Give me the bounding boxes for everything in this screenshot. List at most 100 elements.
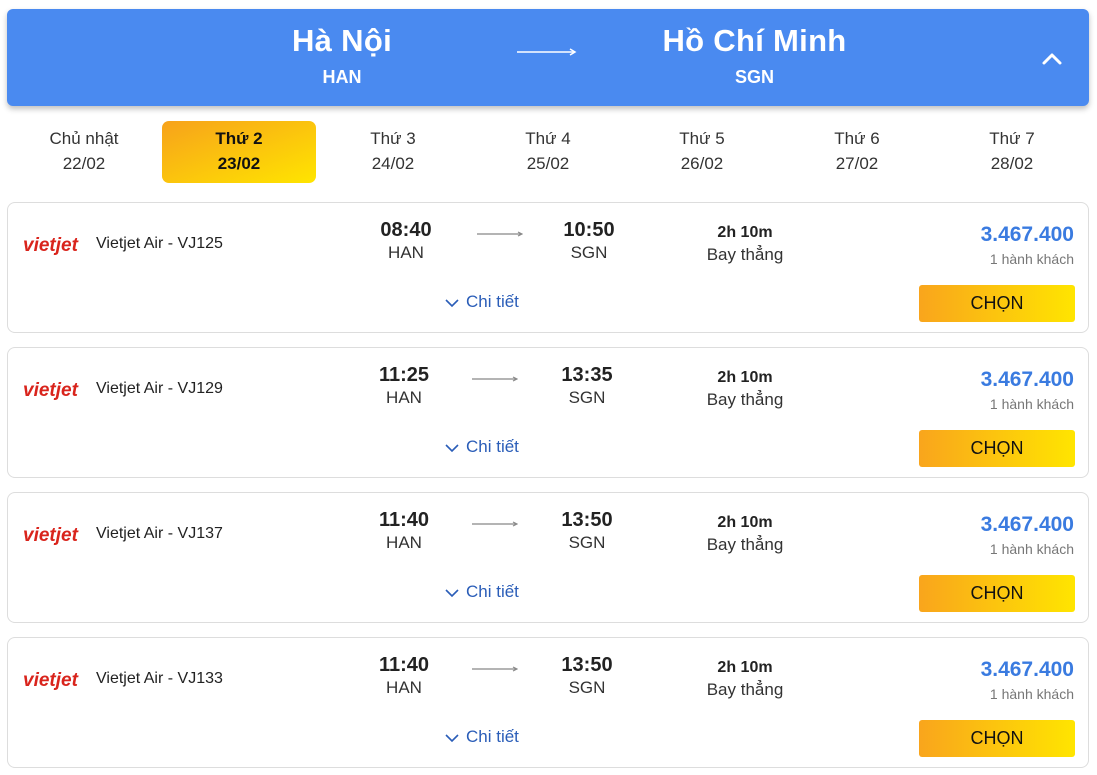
logo-text: vietjet: [23, 525, 79, 546]
logo-text: vietjet: [23, 380, 79, 401]
date-tab-dow: Thứ 6: [834, 129, 880, 148]
date-tab-dow: Thứ 2: [215, 129, 263, 148]
detail-label: Chi tiết: [466, 437, 519, 456]
date-tab-tue[interactable]: Thứ 3 24/02: [316, 121, 470, 183]
date-tab-date: 24/02: [371, 154, 415, 173]
departure-time: 11:40: [378, 509, 430, 531]
chevron-up-icon[interactable]: [1040, 49, 1064, 67]
arrival-code: SGN: [568, 533, 606, 552]
date-tab-fri[interactable]: Thứ 6 27/02: [780, 121, 934, 183]
logo-text: vietjet: [23, 670, 79, 691]
date-tab-wed[interactable]: Thứ 4 25/02: [471, 121, 625, 183]
date-tab-dow: Chủ nhật: [49, 129, 119, 148]
detail-link[interactable]: Chi tiết: [444, 727, 519, 749]
departure-code: HAN: [388, 243, 424, 262]
date-tab-date: 23/02: [217, 154, 261, 173]
date-tab-date: 26/02: [680, 154, 724, 173]
vietjet-logo: vietjet: [23, 235, 79, 256]
price: 3.467.400: [980, 513, 1074, 536]
destination-city: Hồ Chí Minh: [662, 23, 847, 58]
duration-text: 2h 10m: [717, 659, 773, 676]
airline-name: Vietjet Air - VJ125: [96, 235, 223, 252]
chevron-down-icon: [445, 733, 459, 742]
flight-card: vietjet Vietjet Air - VJ137 11:40 HAN 13…: [7, 492, 1089, 623]
detail-label: Chi tiết: [466, 582, 519, 601]
duration-text: 2h 10m: [717, 224, 773, 241]
vietjet-logo: vietjet: [23, 380, 79, 401]
route-header: Hà Nội HAN Hồ Chí Minh SGN: [7, 9, 1089, 106]
arrival-time: 13:50: [561, 654, 613, 676]
arrival-code: SGN: [570, 243, 608, 262]
duration: 2h 10m Bay thẳng: [670, 658, 820, 701]
select-button[interactable]: CHỌN: [919, 430, 1075, 467]
duration-text: 2h 10m: [717, 514, 773, 531]
departure-time: 11:40: [378, 654, 430, 676]
date-tab-sun[interactable]: Chủ nhật 22/02: [7, 121, 161, 183]
logo-text: vietjet: [23, 235, 79, 256]
long-arrow-right-icon: [517, 48, 577, 56]
detail-label: Chi tiết: [466, 292, 519, 311]
stops-text: Bay thẳng: [706, 390, 784, 409]
price: 3.467.400: [980, 658, 1074, 681]
arrival-code: SGN: [568, 678, 606, 697]
arrival: 13:35 SGN: [542, 363, 632, 409]
date-tab-dow: Thứ 4: [525, 129, 571, 148]
origin-code: HAN: [322, 67, 362, 87]
passenger-count: 1 hành khách: [989, 396, 1074, 412]
origin-city: Hà Nội: [292, 23, 392, 58]
stops-text: Bay thẳng: [706, 535, 784, 554]
passenger-count: 1 hành khách: [989, 251, 1074, 267]
origin: Hà Nội HAN: [247, 23, 437, 88]
detail-link[interactable]: Chi tiết: [444, 582, 519, 604]
arrival-time: 13:35: [561, 364, 613, 386]
vietjet-logo: vietjet: [23, 670, 79, 691]
duration-text: 2h 10m: [717, 369, 773, 386]
select-button[interactable]: CHỌN: [919, 720, 1075, 757]
flight-card: vietjet Vietjet Air - VJ129 11:25 HAN 13…: [7, 347, 1089, 478]
destination: Hồ Chí Minh SGN: [627, 23, 882, 88]
passenger-count: 1 hành khách: [989, 541, 1074, 557]
flight-card: vietjet Vietjet Air - VJ133 11:40 HAN 13…: [7, 637, 1089, 768]
long-arrow-right-icon: [472, 376, 518, 382]
date-tab-thu[interactable]: Thứ 5 26/02: [625, 121, 779, 183]
flight-card: vietjet Vietjet Air - VJ125 08:40 HAN 10…: [7, 202, 1089, 333]
passenger-count: 1 hành khách: [989, 686, 1074, 702]
departure-time: 08:40: [380, 219, 432, 241]
date-tab-date: 28/02: [990, 154, 1034, 173]
date-tab-dow: Thứ 7: [989, 129, 1035, 148]
chevron-down-icon: [445, 443, 459, 452]
departure: 11:40 HAN: [359, 508, 449, 554]
arrival-time: 13:50: [561, 509, 613, 531]
date-tabs: Chủ nhật 22/02 Thứ 2 23/02 Thứ 3 24/02 T…: [7, 121, 1089, 183]
departure-code: HAN: [386, 678, 422, 697]
stops-text: Bay thẳng: [706, 680, 784, 699]
arrival: 13:50 SGN: [542, 653, 632, 699]
airline-name: Vietjet Air - VJ133: [96, 670, 223, 687]
long-arrow-right-icon: [472, 521, 518, 527]
departure: 11:40 HAN: [359, 653, 449, 699]
long-arrow-right-icon: [477, 231, 523, 237]
select-button[interactable]: CHỌN: [919, 285, 1075, 322]
date-tab-mon[interactable]: Thứ 2 23/02: [162, 121, 316, 183]
date-tab-date: 22/02: [62, 154, 106, 173]
date-tab-date: 27/02: [835, 154, 879, 173]
chevron-down-icon: [445, 588, 459, 597]
price: 3.467.400: [980, 368, 1074, 391]
stops-text: Bay thẳng: [706, 245, 784, 264]
select-button[interactable]: CHỌN: [919, 575, 1075, 612]
duration: 2h 10m Bay thẳng: [670, 223, 820, 266]
date-tab-sat[interactable]: Thứ 7 28/02: [935, 121, 1089, 183]
price: 3.467.400: [980, 223, 1074, 246]
departure-code: HAN: [386, 388, 422, 407]
arrival: 10:50 SGN: [544, 218, 634, 264]
detail-link[interactable]: Chi tiết: [444, 292, 519, 314]
airline-name: Vietjet Air - VJ137: [96, 525, 223, 542]
duration: 2h 10m Bay thẳng: [670, 513, 820, 556]
detail-link[interactable]: Chi tiết: [444, 437, 519, 459]
date-tab-dow: Thứ 5: [679, 129, 725, 148]
departure-time: 11:25: [378, 364, 430, 386]
detail-label: Chi tiết: [466, 727, 519, 746]
vietjet-logo: vietjet: [23, 525, 79, 546]
departure-code: HAN: [386, 533, 422, 552]
chevron-down-icon: [445, 298, 459, 307]
